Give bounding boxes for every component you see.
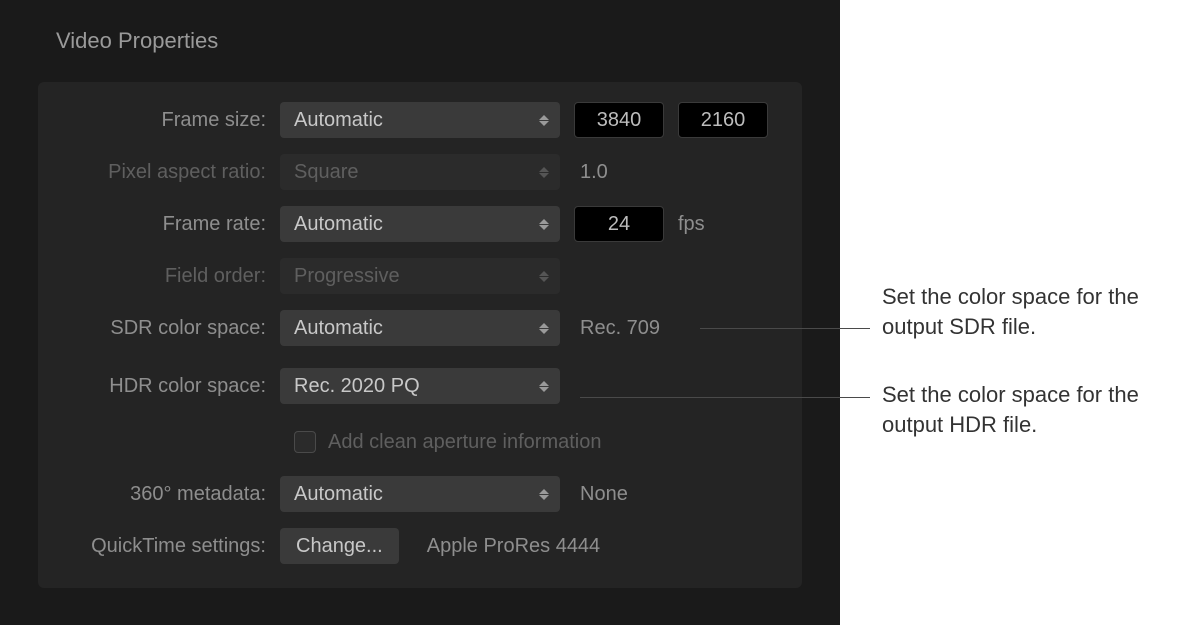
- sdr-color-popup-value: Automatic: [294, 317, 383, 340]
- popup-arrows-icon: [536, 167, 552, 178]
- hdr-color-popup[interactable]: Rec. 2020 PQ: [280, 368, 560, 404]
- metadata-360-popup-value: Automatic: [294, 483, 383, 506]
- metadata-360-popup[interactable]: Automatic: [280, 476, 560, 512]
- hdr-color-label: HDR color space:: [70, 375, 280, 398]
- hdr-callout-line: [580, 397, 870, 398]
- panel-title: Video Properties: [56, 28, 802, 54]
- field-order-label: Field order:: [70, 265, 280, 288]
- pixel-aspect-label: Pixel aspect ratio:: [70, 161, 280, 184]
- frame-rate-popup[interactable]: Automatic: [280, 206, 560, 242]
- pixel-aspect-row: Pixel aspect ratio: Square 1.0: [70, 152, 770, 192]
- sdr-color-row: SDR color space: Automatic Rec. 709: [70, 308, 770, 348]
- panel-inner: Frame size: Automatic 3840 2160 Pixel as…: [38, 82, 802, 588]
- frame-width-field[interactable]: 3840: [574, 102, 664, 138]
- frame-rate-popup-value: Automatic: [294, 213, 383, 236]
- frame-rate-label: Frame rate:: [70, 213, 280, 236]
- fps-label: fps: [678, 213, 705, 236]
- popup-arrows-icon: [536, 115, 552, 126]
- quicktime-row: QuickTime settings: Change... Apple ProR…: [70, 526, 770, 566]
- field-order-row: Field order: Progressive: [70, 256, 770, 296]
- frame-rate-field[interactable]: 24: [574, 206, 664, 242]
- frame-size-label: Frame size:: [70, 109, 280, 132]
- popup-arrows-icon: [536, 219, 552, 230]
- field-order-popup: Progressive: [280, 258, 560, 294]
- pixel-aspect-popup: Square: [280, 154, 560, 190]
- sdr-color-value: Rec. 709: [580, 317, 660, 340]
- popup-arrows-icon: [536, 271, 552, 282]
- clean-aperture-row: Add clean aperture information: [294, 424, 770, 460]
- clean-aperture-label: Add clean aperture information: [328, 431, 602, 454]
- video-properties-panel: Video Properties Frame size: Automatic 3…: [0, 0, 840, 625]
- sdr-color-label: SDR color space:: [70, 317, 280, 340]
- quicktime-change-button[interactable]: Change...: [280, 528, 399, 564]
- sdr-callout: Set the color space for the output SDR f…: [882, 282, 1192, 341]
- frame-size-popup-value: Automatic: [294, 109, 383, 132]
- popup-arrows-icon: [536, 381, 552, 392]
- frame-rate-row: Frame rate: Automatic 24 fps: [70, 204, 770, 244]
- hdr-color-row: HDR color space: Rec. 2020 PQ: [70, 366, 770, 406]
- frame-size-popup[interactable]: Automatic: [280, 102, 560, 138]
- hdr-callout: Set the color space for the output HDR f…: [882, 380, 1192, 439]
- pixel-aspect-value: 1.0: [580, 161, 608, 184]
- sdr-callout-line: [700, 328, 870, 329]
- metadata-360-value: None: [580, 483, 628, 506]
- metadata-360-row: 360° metadata: Automatic None: [70, 474, 770, 514]
- quicktime-codec-value: Apple ProRes 4444: [427, 535, 600, 558]
- popup-arrows-icon: [536, 323, 552, 334]
- quicktime-label: QuickTime settings:: [70, 535, 280, 558]
- clean-aperture-checkbox: [294, 431, 316, 453]
- metadata-360-label: 360° metadata:: [70, 483, 280, 506]
- field-order-popup-value: Progressive: [294, 265, 400, 288]
- hdr-color-popup-value: Rec. 2020 PQ: [294, 375, 420, 398]
- popup-arrows-icon: [536, 489, 552, 500]
- frame-size-row: Frame size: Automatic 3840 2160: [70, 100, 770, 140]
- pixel-aspect-popup-value: Square: [294, 161, 359, 184]
- frame-height-field[interactable]: 2160: [678, 102, 768, 138]
- sdr-color-popup[interactable]: Automatic: [280, 310, 560, 346]
